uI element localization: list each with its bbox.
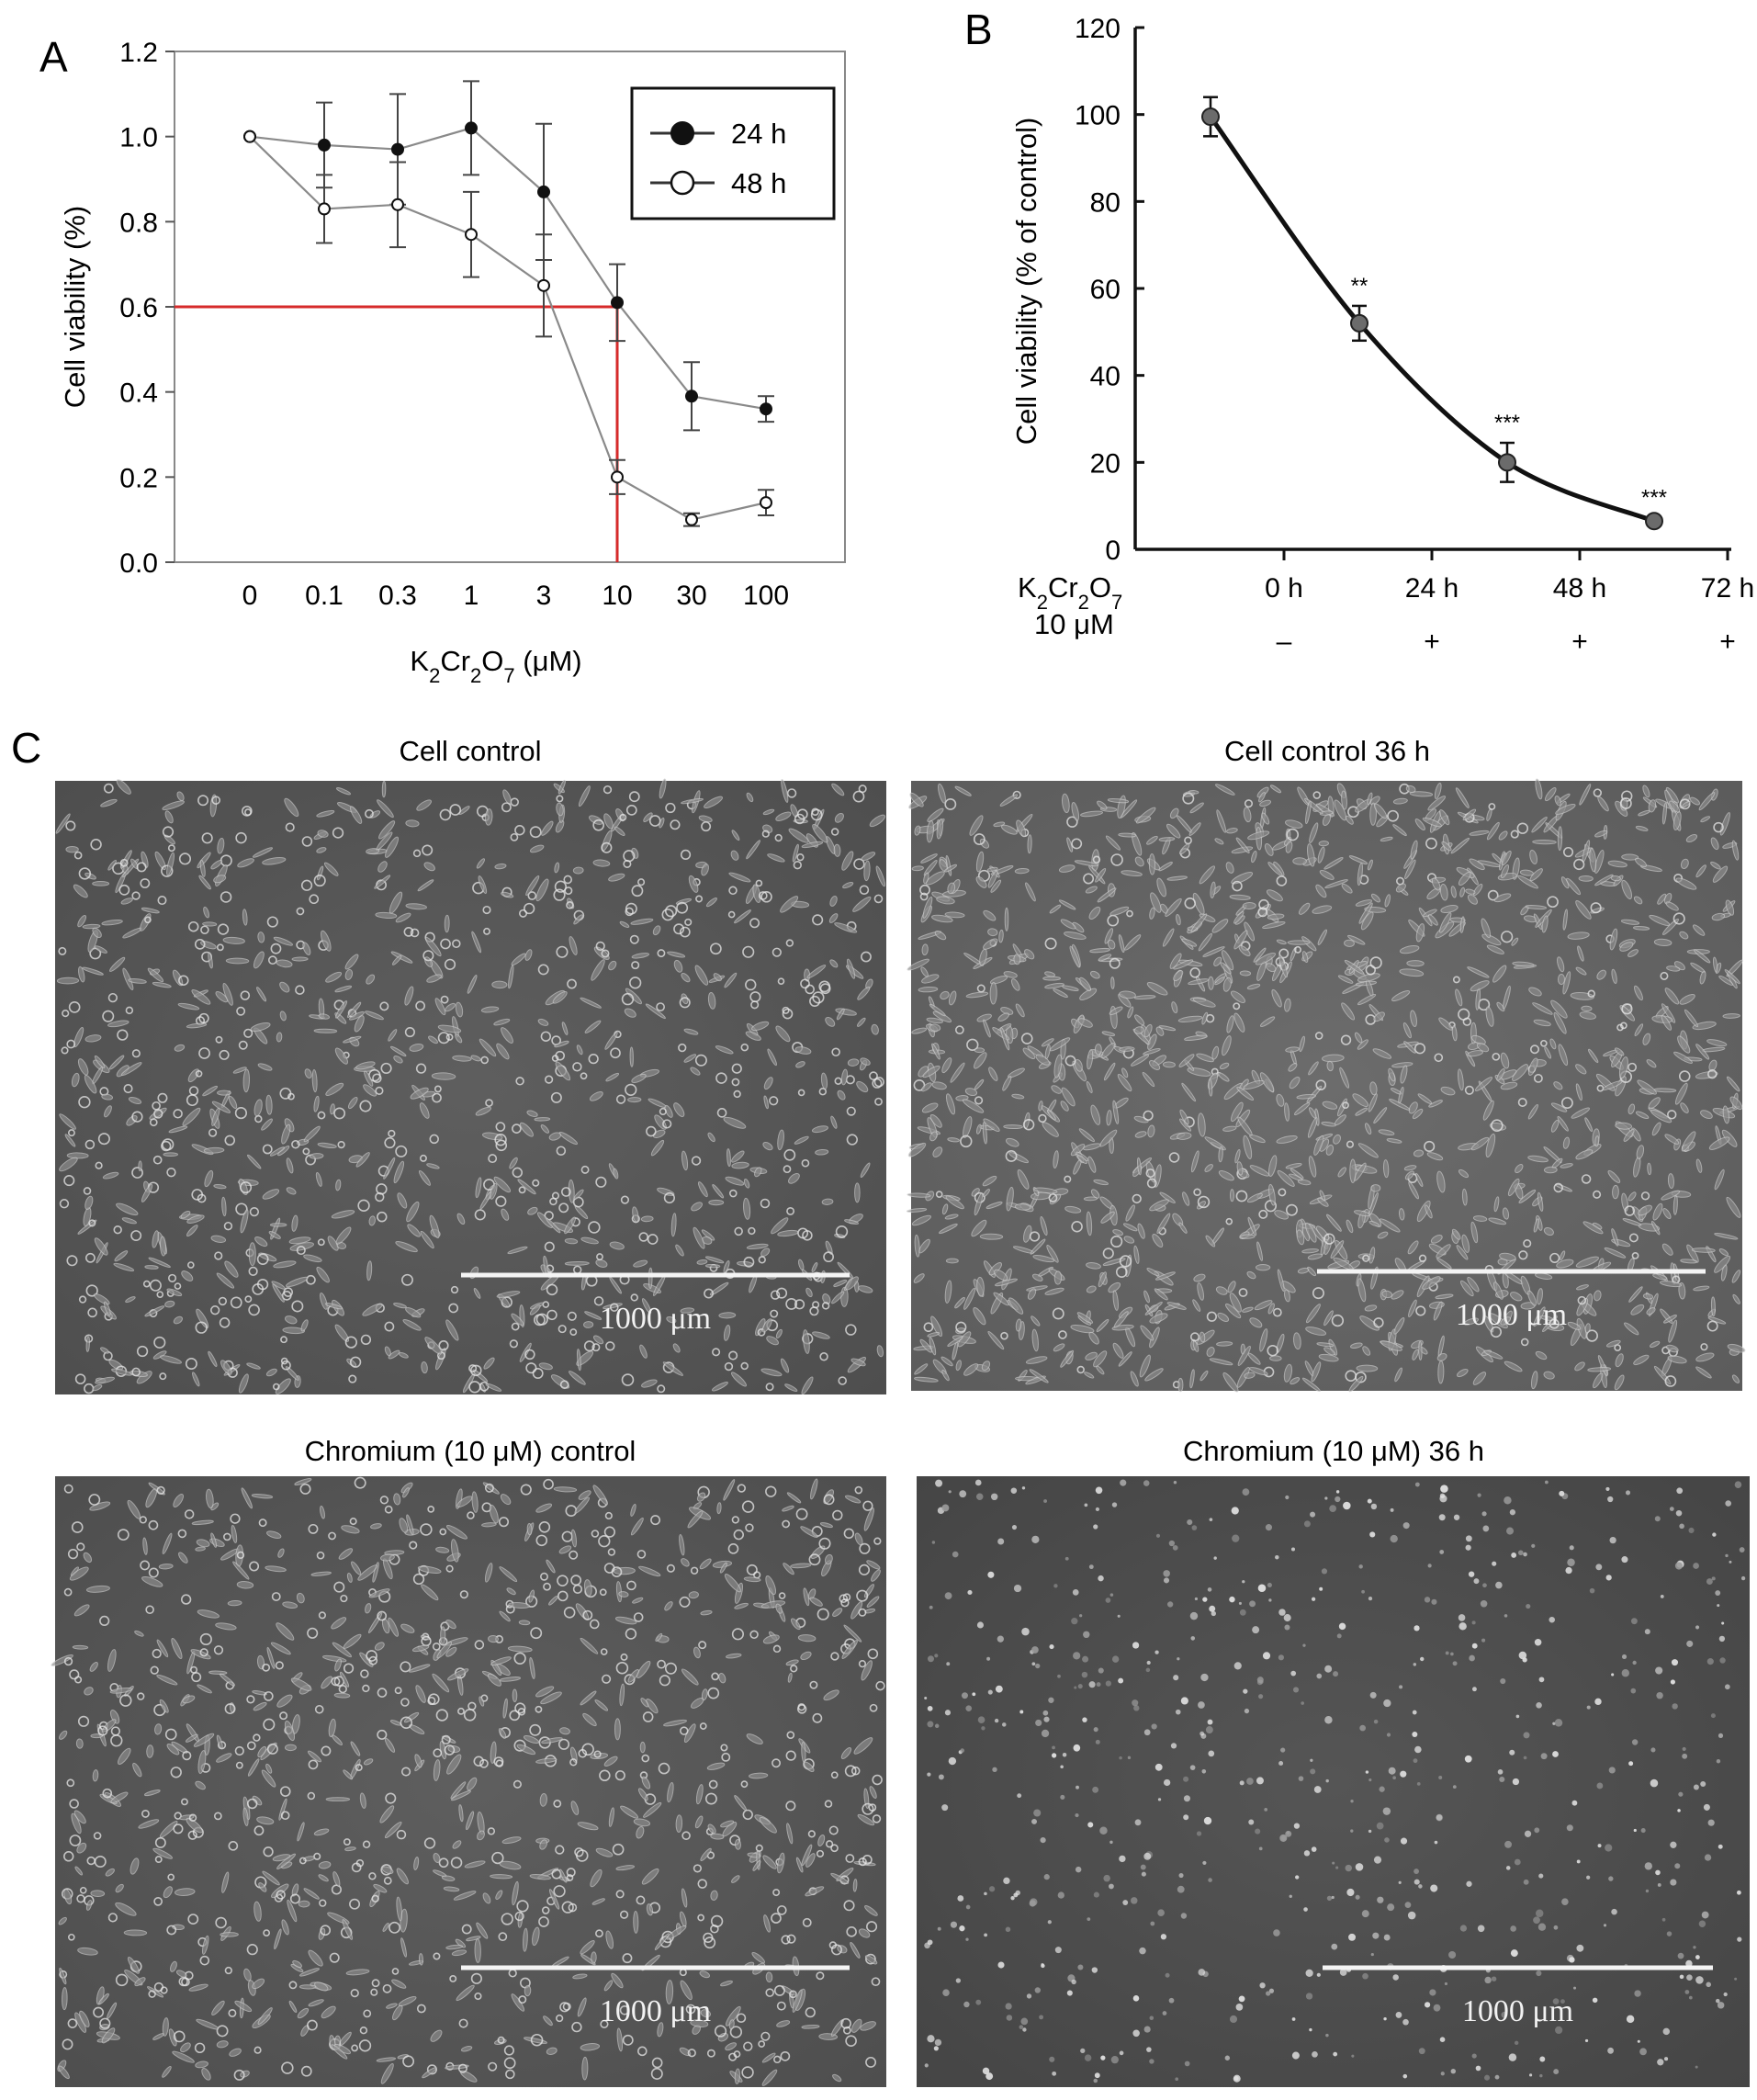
chart-a-x-axis-title: K2Cr2O7 (μM) (410, 645, 581, 687)
chart-a-legend: 24 h 48 h (630, 86, 836, 220)
chart-a-x-tick-label: 0.3 (378, 581, 417, 611)
chart-a-point (685, 513, 698, 526)
micrograph-scale-label: 1000 μm (1456, 1298, 1567, 1332)
chart-b-significance-label: *** (1641, 485, 1667, 510)
micrograph-panel: Cell control 1000 μm (55, 735, 886, 1395)
chart-b-y-tick-label: 0 (1105, 536, 1121, 566)
chart-b-x-tick-label: 72 h (1701, 573, 1754, 604)
micrograph-panel: Cell control 36 h 1000 μm (906, 735, 1746, 1393)
chart-a-y-tick-label: 1.2 (119, 38, 158, 68)
chart-b-dose-label: 10 μM (1034, 608, 1114, 640)
micrograph-title: Chromium (10 μM) 36 h (1183, 1435, 1484, 1467)
chart-b-point (1645, 512, 1663, 531)
chart-b-y-axis-title: Cell viability (% of control) (1010, 118, 1042, 446)
panel-c-letter: C (11, 724, 41, 772)
chart-a-point (611, 296, 624, 310)
chart-a-point (760, 402, 772, 416)
panel-a-letter: A (39, 33, 68, 81)
micrograph-cells (51, 1476, 885, 2086)
chart-a-point (685, 390, 698, 403)
chart-a-point (537, 185, 550, 198)
legend-box (630, 86, 836, 220)
chart-a-point (243, 130, 256, 143)
micrograph-title: Cell control (399, 735, 541, 767)
chart-a-y-axis-title: Cell viability (%) (59, 206, 91, 408)
chart-b-point (1498, 453, 1516, 472)
chart-a-y-tick-label: 0.2 (119, 463, 158, 493)
chart-b-y-tick-label: 80 (1090, 187, 1121, 218)
micrograph-title: Cell control 36 h (1224, 735, 1430, 767)
micrograph-panel: Chromium (10 μM) 36 h 1000 μm (917, 1435, 1750, 2087)
legend-label-24h: 24 h (731, 118, 786, 150)
legend-marker-48h (670, 170, 695, 196)
micrograph-cells (924, 1479, 1746, 2083)
chart-b-treatment-sign: – (1277, 627, 1292, 657)
micrograph-vignette (917, 1476, 1750, 2087)
chart-b-series-line (1208, 115, 1655, 524)
chart-a-x-tick-label: 10 (602, 581, 632, 611)
chart-a-x-tick-label: 3 (536, 581, 552, 611)
chart-a-series-line (249, 135, 767, 521)
chart-b-y-tick-label: 40 (1090, 362, 1121, 392)
legend-label-48h: 48 h (731, 167, 786, 199)
chart-a-x-tick-label: 0.1 (305, 581, 344, 611)
chart-b-y-tick-label: 20 (1090, 448, 1121, 479)
chart-a-y-tick-label: 0.4 (119, 378, 158, 409)
micrograph-cells (55, 778, 886, 1395)
chart-a-point (611, 470, 624, 484)
chart-a-point (391, 142, 404, 156)
micrograph-title: Chromium (10 μM) control (305, 1435, 636, 1467)
chart-b-treatment-sign: + (1424, 627, 1440, 657)
chart-b-point (1350, 313, 1368, 333)
chart-b-treatment-sign: + (1571, 627, 1588, 657)
chart-a-point (760, 496, 772, 510)
chart-a-point (537, 278, 550, 292)
chart-a-point (318, 202, 331, 216)
micrograph-cells (906, 778, 1746, 1393)
micrograph-scale-label: 1000 μm (600, 1302, 711, 1336)
chart-a-x-tick-label: 30 (676, 581, 706, 611)
micrograph-vignette (55, 781, 886, 1394)
chart-a: 0.0 0.2 0.4 0.6 0.8 1.0 1.2 0 0.1 0.3 1 3 10 30 100 C… (59, 38, 846, 687)
chart-a-point (465, 228, 478, 242)
micrograph-panel: Chromium (10 μM) control 1000 μm (51, 1435, 886, 2087)
chart-a-point (391, 198, 404, 211)
chart-b-significance-label: ** (1351, 274, 1368, 299)
chart-b-y-tick-label: 100 (1075, 101, 1121, 131)
chart-a-y-tick-label: 0.0 (119, 548, 158, 579)
chart-a-y-tick-label: 0.6 (119, 293, 158, 323)
chart-b-y-tick-label: 120 (1075, 14, 1121, 44)
chart-a-x-tick-label: 100 (743, 581, 789, 611)
chart-a-point (318, 138, 331, 152)
chart-a-y-tick-label: 1.0 (119, 123, 158, 153)
chart-b-treatment-sign: + (1719, 627, 1736, 657)
chart-a-x-tick-label: 1 (464, 581, 479, 611)
legend-marker-24h (670, 121, 694, 145)
micrograph-scale-label: 1000 μm (1462, 1994, 1573, 2028)
micrograph-grid: Cell control 1000 μm Cell control 36 h 1000… (51, 735, 1750, 2087)
chart-b-x-tick-label: 24 h (1405, 573, 1459, 604)
chart-b-significance-label: *** (1494, 411, 1520, 435)
chart-b-point (1201, 107, 1220, 127)
micrograph-scale-label: 1000 μm (600, 1994, 711, 2028)
chart-b-x-tick-label: 0 h (1265, 573, 1303, 604)
panel-b-letter: B (964, 6, 993, 53)
chart-a-series-line (249, 127, 767, 411)
chart-b-x-tick-label: 48 h (1553, 573, 1606, 604)
chart-b-compound-label: K2Cr2O7 (1018, 571, 1122, 614)
chart-b-y-tick-label: 60 (1090, 275, 1121, 305)
chart-a-y-tick-label: 0.8 (119, 208, 158, 238)
chart-a-x-tick-label: 0 (242, 581, 258, 611)
chart-a-point (465, 121, 478, 135)
